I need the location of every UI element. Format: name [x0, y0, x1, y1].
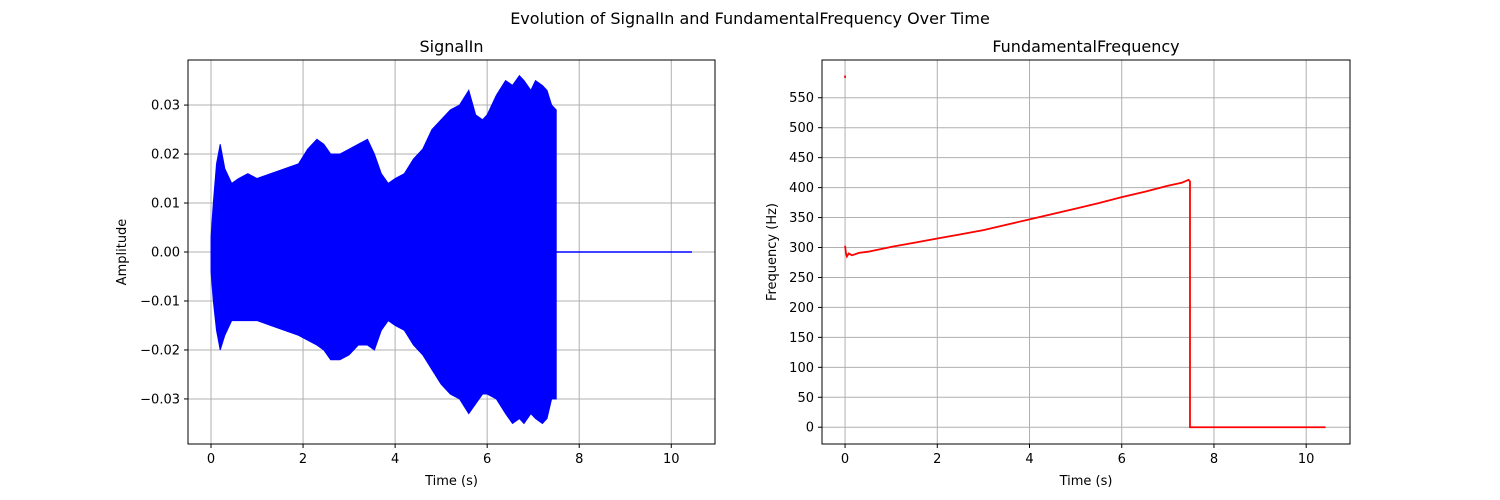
signalin-x-tick-label: 4 — [391, 452, 399, 467]
signalin-y-tick-label: −0.03 — [140, 392, 180, 407]
frequency-y-tick-label: 350 — [789, 211, 814, 226]
frequency-y-tick-label: 100 — [789, 361, 814, 376]
frequency-y-axis-label: Frequency (Hz) — [765, 203, 780, 301]
frequency-y-tick-label: 200 — [789, 301, 814, 316]
signalin-x-tick-label: 2 — [299, 452, 307, 467]
signalin-title: SignalIn — [419, 37, 483, 56]
frequency-plot-frame — [821, 59, 1351, 445]
frequency-y-tick-label: 550 — [789, 91, 814, 106]
signalin-y-tick-label: 0.01 — [151, 197, 180, 212]
frequency-x-axis-label: Time (s) — [1059, 474, 1113, 489]
signalin-x-tick-label: 8 — [575, 452, 583, 467]
frequency-x-tick-label: 4 — [1025, 452, 1033, 467]
signalin-y-tick-label: 0.00 — [151, 246, 180, 261]
signalin-x-axis-label: Time (s) — [424, 474, 478, 489]
frequency-y-tick-label: 300 — [789, 241, 814, 256]
frequency-y-tick-label: 50 — [797, 391, 814, 406]
frequency-x-tick-label: 6 — [1118, 452, 1126, 467]
signalin-y-tick-label: 0.02 — [151, 148, 180, 163]
signalin-x-tick-label: 10 — [663, 452, 680, 467]
frequency-y-tick-label: 400 — [789, 181, 814, 196]
signalin-y-tick-label: 0.03 — [151, 99, 180, 114]
signalin-chart: 0 2 4 6 8 10 −0.03 −0.02 −0.01 0.00 0.01 0.02 0.03 Si… — [115, 37, 716, 489]
frequency-x-tick-label: 2 — [933, 452, 941, 467]
fundamental-frequency-chart: 0 2 4 6 8 10050100150200250300350400450500550… — [765, 37, 1351, 489]
frequency-x-tick-label: 10 — [1298, 452, 1315, 467]
signalin-x-tick-label: 0 — [207, 452, 215, 467]
frequency-line — [844, 178, 1326, 429]
frequency-y-tick-label: 250 — [789, 271, 814, 286]
signalin-y-tick-label: −0.02 — [140, 343, 180, 358]
frequency-title: FundamentalFrequency — [992, 37, 1179, 56]
frequency-y-tick-label: 450 — [789, 151, 814, 166]
frequency-x-tick-label: 0 — [841, 452, 849, 467]
frequency-y-tick-label: 150 — [789, 331, 814, 346]
signalin-waveform — [210, 74, 557, 425]
signalin-y-axis-label: Amplitude — [115, 219, 130, 286]
frequency-y-tick-label: 500 — [789, 121, 814, 136]
signalin-y-tick-label: −0.01 — [140, 294, 180, 309]
frequency-y-tick-label: 0 — [806, 421, 814, 436]
figure-title: Evolution of SignalIn and FundamentalFre… — [510, 9, 990, 28]
signalin-x-tick-label: 6 — [483, 452, 491, 467]
frequency-x-tick-label: 8 — [1210, 452, 1218, 467]
